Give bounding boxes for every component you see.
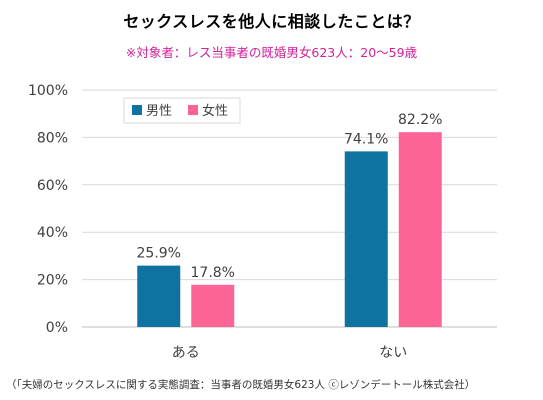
footnote: （「夫婦のセックスレスに関する実態調査：当事者の既婚男女623人 ⓒレゾンデート… [6,379,476,391]
y-tick-label: 40% [37,225,68,241]
legend-label: 男性 [146,104,172,119]
bars [137,132,442,327]
legend-box [123,97,241,124]
y-axis-ticks: 0% 20% 40% 60% 80% 100% [28,83,68,336]
bar-female-2 [398,132,442,327]
legend-swatch [132,105,142,115]
x-tick-label: ない [379,345,407,361]
y-tick-label: 80% [37,130,68,146]
bar-male-2 [344,151,388,327]
y-tick-label: 20% [37,273,68,289]
bar-male-1 [137,265,181,327]
y-tick-label: 100% [28,83,68,99]
bar-data-label: 82.2% [398,112,442,128]
bar-female-1 [191,284,235,327]
chart-title: セックスレスを他人に相談したことは？ [123,12,420,31]
legend-swatch [188,105,198,115]
bar-data-labels: 25.9% 17.8% 74.1% 82.2% [137,112,443,281]
legend-label: 女性 [202,103,228,119]
x-tick-label: ある [172,345,200,361]
bar-data-label: 25.9% [137,246,181,262]
bar-data-label: 17.8% [191,265,235,281]
y-tick-label: 60% [37,178,68,194]
chart-subtitle: ※対象者：レス当事者の既婚男女623人：20～59歳 [125,45,418,60]
bar-data-label: 74.1% [344,131,388,147]
legend: 男性 女性 [123,97,241,124]
y-tick-label: 0% [46,320,68,336]
x-axis-ticks: ある ない [172,345,408,361]
